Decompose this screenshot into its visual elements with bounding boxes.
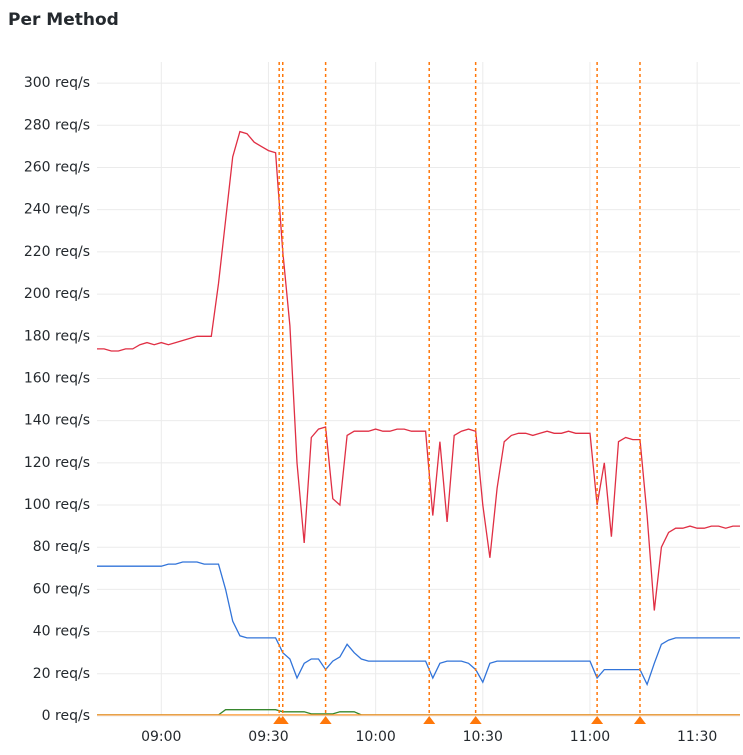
series-line xyxy=(97,561,740,687)
y-tick-label: 220 req/s xyxy=(24,244,90,260)
annotation-marker xyxy=(319,716,332,724)
y-tick-label: 120 req/s xyxy=(24,455,90,471)
y-tick-label: 200 req/s xyxy=(24,286,90,302)
annotation-marker xyxy=(633,716,646,724)
x-tick-label: 10:00 xyxy=(355,729,395,745)
annotation-marker xyxy=(469,716,482,724)
x-tick-label: 09:30 xyxy=(248,729,288,745)
annotation-marker xyxy=(423,716,436,724)
y-tick-label: 140 req/s xyxy=(24,413,90,429)
x-tick-label: 11:30 xyxy=(677,729,717,745)
x-tick-label: 09:00 xyxy=(141,729,181,745)
y-tick-label: 240 req/s xyxy=(24,202,90,218)
y-tick-label: 0 req/s xyxy=(42,708,90,724)
chart-title: Per Method xyxy=(8,10,119,30)
y-tick-label: 40 req/s xyxy=(33,624,90,640)
x-tick-label: 11:00 xyxy=(570,729,610,745)
y-tick-label: 180 req/s xyxy=(24,328,90,344)
series-line xyxy=(97,130,740,611)
series-line xyxy=(97,709,740,716)
y-tick-label: 160 req/s xyxy=(24,370,90,386)
y-tick-label: 60 req/s xyxy=(33,581,90,597)
y-tick-label: 100 req/s xyxy=(24,497,90,513)
annotation-marker xyxy=(276,716,289,724)
y-tick-label: 20 req/s xyxy=(33,666,90,682)
y-tick-label: 280 req/s xyxy=(24,117,90,133)
y-tick-label: 80 req/s xyxy=(33,539,90,555)
annotation-marker xyxy=(591,716,604,724)
x-tick-label: 10:30 xyxy=(463,729,503,745)
y-tick-label: 300 req/s xyxy=(24,75,90,91)
y-tick-label: 260 req/s xyxy=(24,159,90,175)
